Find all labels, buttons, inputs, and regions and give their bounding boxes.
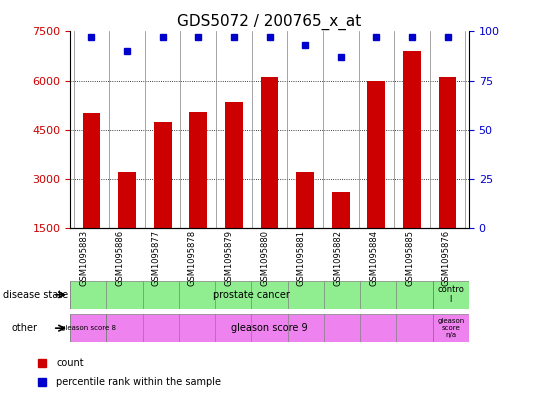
Text: contro
l: contro l xyxy=(437,285,464,305)
Text: GSM1095885: GSM1095885 xyxy=(405,230,414,286)
Bar xyxy=(189,112,207,228)
Text: GSM1095877: GSM1095877 xyxy=(151,230,161,286)
Bar xyxy=(260,77,279,228)
Text: percentile rank within the sample: percentile rank within the sample xyxy=(56,377,221,387)
Bar xyxy=(433,314,469,342)
Text: GSM1095879: GSM1095879 xyxy=(224,230,233,286)
Bar xyxy=(82,113,100,228)
Text: disease state: disease state xyxy=(3,290,68,300)
Text: GSM1095876: GSM1095876 xyxy=(442,230,451,286)
Bar xyxy=(403,51,421,228)
Text: GSM1095884: GSM1095884 xyxy=(369,230,378,286)
Text: GSM1095882: GSM1095882 xyxy=(333,230,342,286)
Bar xyxy=(154,121,171,228)
Bar xyxy=(118,172,136,228)
Bar xyxy=(439,77,457,228)
Text: gleason score 8: gleason score 8 xyxy=(61,325,116,331)
Bar xyxy=(368,81,385,228)
Text: GSM1095883: GSM1095883 xyxy=(79,230,88,286)
Text: GSM1095880: GSM1095880 xyxy=(260,230,270,286)
Text: GSM1095886: GSM1095886 xyxy=(115,230,125,286)
Text: prostate cancer: prostate cancer xyxy=(213,290,290,300)
Bar xyxy=(433,281,469,309)
Text: other: other xyxy=(12,323,38,333)
Bar xyxy=(70,314,106,342)
Bar xyxy=(296,172,314,228)
Title: GDS5072 / 200765_x_at: GDS5072 / 200765_x_at xyxy=(177,14,362,30)
Bar xyxy=(332,192,350,228)
Bar xyxy=(225,102,243,228)
Text: count: count xyxy=(56,358,84,367)
Bar xyxy=(106,314,433,342)
Text: gleason
score
n/a: gleason score n/a xyxy=(437,318,465,338)
Text: GSM1095878: GSM1095878 xyxy=(188,230,197,286)
Text: GSM1095881: GSM1095881 xyxy=(297,230,306,286)
Text: gleason score 9: gleason score 9 xyxy=(231,323,308,333)
